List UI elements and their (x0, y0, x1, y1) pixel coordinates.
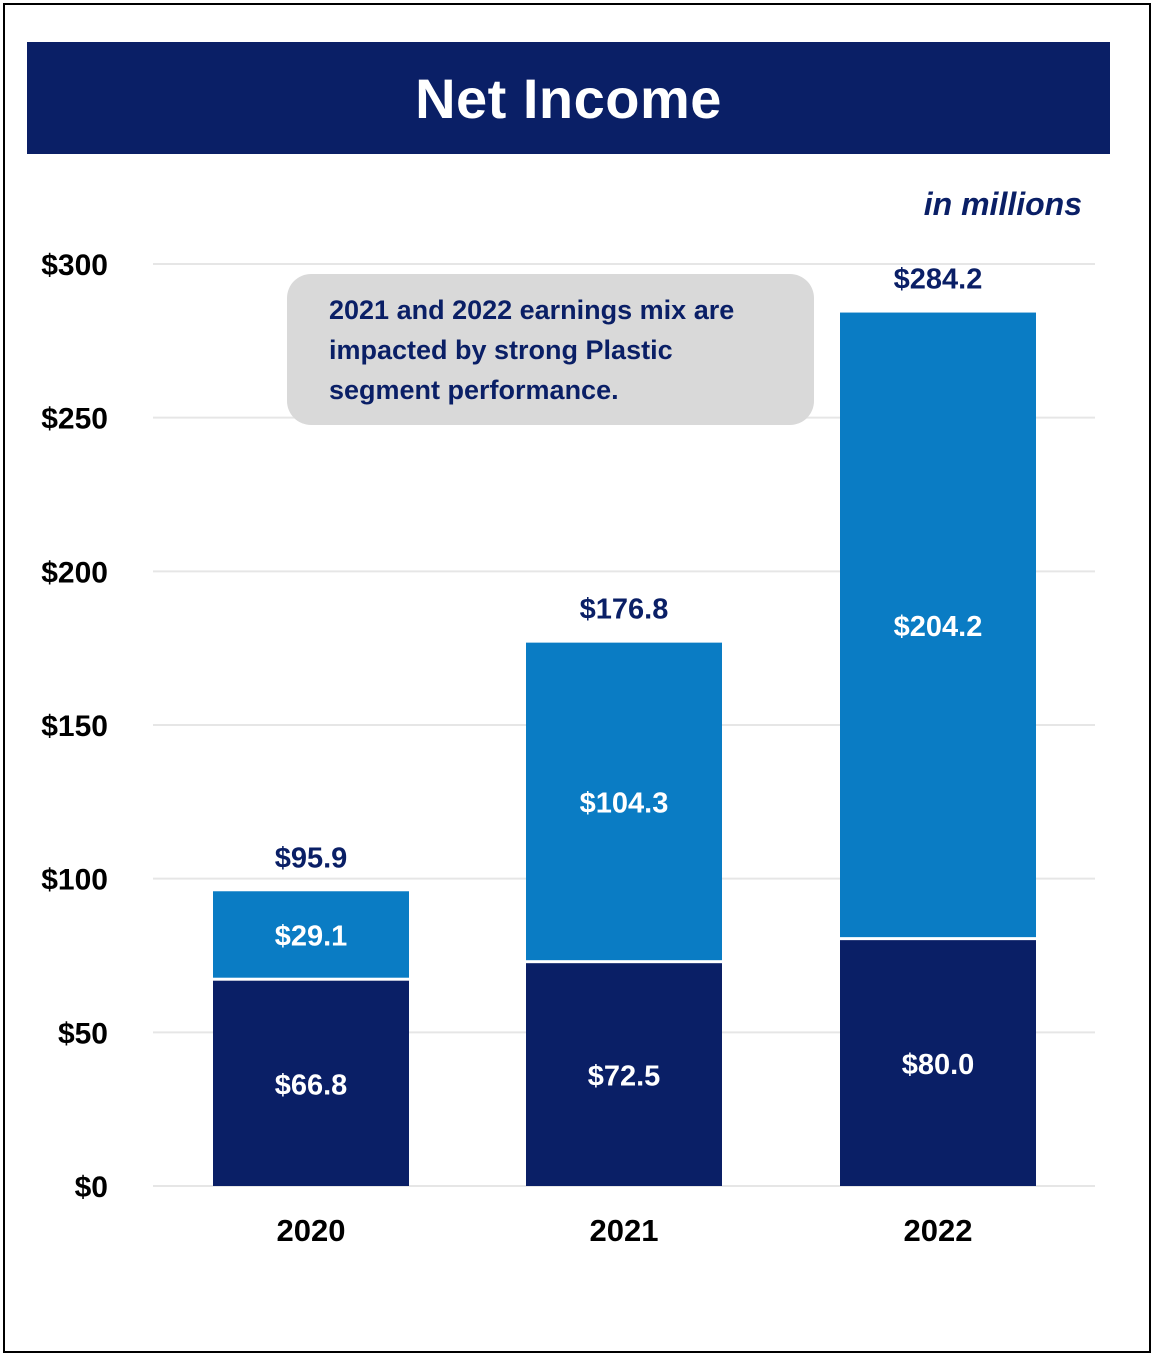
y-tick-label: $100 (41, 864, 108, 897)
bar-total-label: $284.2 (894, 264, 983, 296)
bar-segment (213, 980, 409, 1186)
bar-value-label: $29.1 (275, 920, 348, 952)
bar-value-label: $104.3 (580, 787, 669, 819)
annotation-text: 2021 and 2022 earnings mix are impacted … (329, 295, 735, 405)
x-category-label: 2020 (277, 1213, 346, 1248)
bar-total-label: $95.9 (275, 842, 348, 874)
chart-title: Net Income (415, 66, 722, 130)
bar-segment (213, 891, 409, 978)
bar-segment (840, 312, 1036, 938)
bar-segment (526, 963, 722, 1186)
bar-segment (526, 642, 722, 961)
bar-value-label: $72.5 (588, 1061, 661, 1093)
y-tick-label: $250 (41, 403, 108, 436)
bar-value-label: $204.2 (894, 611, 983, 643)
y-tick-label: $50 (58, 1017, 108, 1050)
bar-value-label: $80.0 (902, 1049, 975, 1081)
title-banner: Net Income (27, 42, 1110, 154)
bar-value-label: $66.8 (275, 1069, 348, 1101)
units-note: in millions (923, 186, 1082, 222)
y-tick-label: $200 (41, 556, 108, 589)
y-tick-label: $0 (75, 1171, 108, 1204)
x-category-label: 2021 (590, 1213, 659, 1248)
y-tick-label: $150 (41, 710, 108, 743)
annotation-callout: 2021 and 2022 earnings mix are impacted … (287, 274, 814, 425)
y-tick-label: $300 (41, 249, 108, 282)
x-category-label: 2022 (904, 1213, 973, 1248)
bar-total-label: $176.8 (580, 594, 669, 626)
bar-segment (840, 940, 1036, 1186)
